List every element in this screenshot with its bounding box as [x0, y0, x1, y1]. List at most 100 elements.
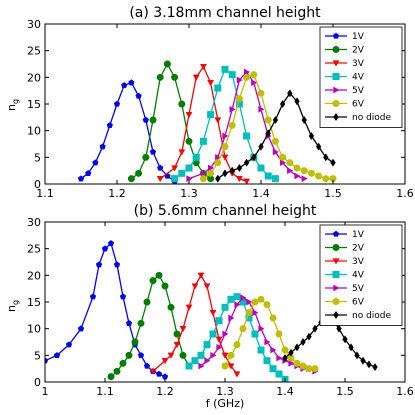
data-point [243, 158, 250, 167]
legend-label: 6V [352, 100, 365, 110]
data-point [185, 137, 193, 145]
data-point [65, 341, 73, 348]
legend-marker [333, 112, 339, 122]
data-point [207, 169, 215, 177]
x-tick-label: 1.2 [156, 385, 174, 398]
series-line-0 [80, 81, 175, 182]
data-point [221, 143, 229, 151]
data-point [85, 170, 92, 177]
data-point [143, 298, 151, 306]
data-point [119, 359, 127, 367]
data-point [178, 100, 186, 108]
data-point [207, 111, 215, 119]
data-point [107, 240, 115, 247]
data-point [235, 176, 243, 183]
data-point [229, 166, 235, 175]
data-point [178, 169, 186, 177]
data-point [127, 175, 135, 183]
data-point [228, 314, 235, 322]
legend-label: 1V [352, 230, 365, 240]
data-point [240, 294, 247, 302]
panel-b: (b) 5.6mm channel height ng f (GHz) 1 1.1… [5, 203, 414, 410]
data-point [263, 357, 271, 365]
data-point [233, 341, 241, 349]
series-line-5 [203, 73, 333, 180]
data-point [214, 84, 222, 92]
data-point [279, 99, 286, 109]
data-point [279, 153, 287, 161]
data-point [300, 337, 306, 347]
data-point [271, 137, 279, 145]
data-point [221, 65, 229, 73]
data-point [173, 330, 181, 338]
data-point [263, 301, 271, 309]
y-tick-label: 10 [27, 125, 41, 138]
legend-label: 3V [352, 257, 365, 267]
data-point [234, 301, 241, 309]
data-point [45, 357, 49, 364]
data-point [294, 97, 300, 106]
data-point [293, 359, 301, 367]
series-line-3 [174, 68, 276, 180]
data-point [279, 159, 287, 167]
data-point [306, 332, 312, 341]
data-point [270, 346, 277, 354]
data-point [228, 71, 236, 79]
data-point [258, 142, 264, 151]
data-point [216, 343, 223, 351]
data-point [251, 298, 259, 306]
data-point [221, 303, 229, 311]
data-point [121, 82, 128, 89]
data-point [312, 324, 318, 333]
data-point [269, 365, 277, 373]
data-point [197, 351, 205, 359]
legend-label: 5V [352, 284, 365, 294]
data-point [239, 325, 247, 333]
data-point [99, 143, 106, 150]
data-point [107, 373, 115, 381]
legend-label: 6V [352, 298, 365, 308]
legend-label: 2V [352, 244, 365, 254]
data-point [199, 137, 207, 145]
series-line-0 [45, 242, 166, 378]
data-point [113, 367, 121, 375]
y-tick-label: 15 [27, 98, 41, 111]
data-point [221, 154, 229, 161]
x-tick-label: 1.6 [396, 187, 414, 200]
data-point [305, 365, 313, 373]
data-point [275, 370, 283, 378]
data-point [119, 293, 127, 300]
y-tick-label: 5 [34, 151, 41, 164]
y-tick-label: 5 [34, 349, 41, 362]
data-point [221, 352, 229, 359]
y-tick-label: 30 [27, 18, 41, 31]
data-point [113, 100, 121, 107]
data-point [246, 298, 253, 306]
data-point [323, 153, 329, 162]
legend-marker [332, 244, 340, 251]
data-point [257, 89, 265, 97]
data-point [192, 74, 200, 81]
data-point [161, 282, 169, 290]
data-point [221, 362, 229, 370]
data-point [214, 159, 222, 167]
data-point [199, 64, 207, 71]
data-point [215, 336, 223, 343]
data-point [258, 105, 265, 113]
y-tick-label: 0 [34, 178, 41, 191]
x-tick-label: 1.3 [216, 385, 234, 398]
data-point [288, 359, 295, 367]
data-point [157, 164, 164, 171]
data-point [210, 351, 217, 359]
legend-label: 1V [352, 32, 365, 42]
data-point [149, 368, 157, 375]
data-point [135, 92, 142, 99]
data-point [222, 169, 228, 178]
legend-marker [333, 284, 340, 292]
data-point [235, 95, 243, 103]
data-point [185, 304, 193, 311]
x-tick-label: 1 [42, 385, 49, 398]
data-point [125, 320, 133, 327]
legend-label: 4V [352, 271, 365, 281]
data-point [311, 365, 319, 373]
